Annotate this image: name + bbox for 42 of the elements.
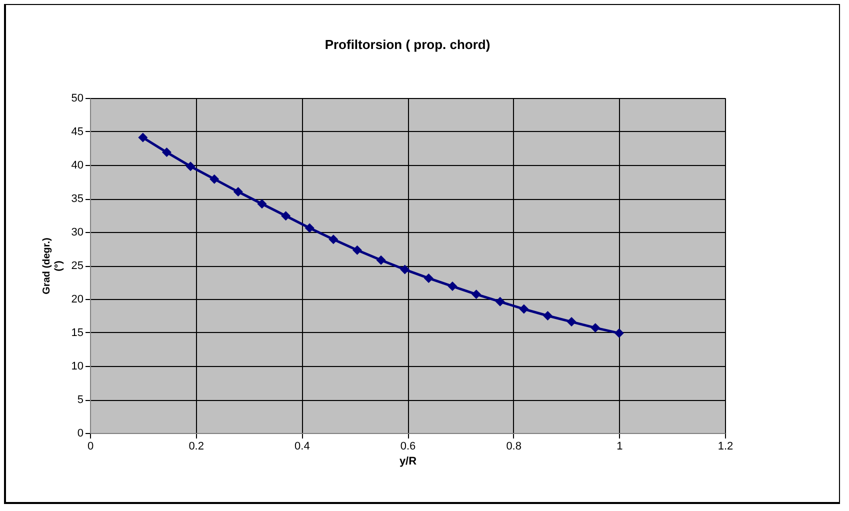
y-tick-label: 50 <box>71 92 84 104</box>
point <box>281 211 291 221</box>
point <box>495 296 505 306</box>
point <box>257 199 267 209</box>
point <box>233 187 243 197</box>
point <box>519 304 529 314</box>
point <box>614 328 624 338</box>
point <box>424 273 434 283</box>
y-tick-label: 35 <box>71 193 84 205</box>
chart-title: Profiltorsion ( prop. chord) <box>324 37 490 52</box>
point <box>186 162 196 172</box>
x-tick-label: 1.2 <box>718 440 734 452</box>
point <box>542 311 552 320</box>
point <box>590 323 600 333</box>
point <box>376 255 386 265</box>
y-tick-label: 30 <box>71 226 84 238</box>
point <box>304 223 314 233</box>
x-tick-label: 0.6 <box>400 440 416 452</box>
y-axis-title: Grad (degr.) (°) <box>41 238 64 294</box>
y-tick-label: 0 <box>77 428 84 440</box>
point <box>210 174 220 184</box>
x-tick-label: 0.8 <box>506 440 522 452</box>
x-tick-label: 0 <box>87 440 94 452</box>
point <box>138 132 148 142</box>
point <box>566 317 576 327</box>
point <box>328 234 338 244</box>
point <box>448 282 458 292</box>
point <box>352 245 362 255</box>
y-tick-label: 5 <box>77 394 84 406</box>
point <box>472 290 482 300</box>
x-tick-label: 1 <box>616 440 623 452</box>
y-tick-label: 45 <box>71 126 84 138</box>
x-axis-title: y/R <box>399 456 417 468</box>
y-tick-label: 15 <box>71 327 84 339</box>
point <box>400 264 410 274</box>
point <box>162 148 172 158</box>
x-tick-label: 0.2 <box>188 440 204 452</box>
y-tick-label: 40 <box>71 160 84 172</box>
x-tick-label: 0.4 <box>294 440 310 452</box>
y-tick-label: 10 <box>71 360 84 372</box>
y-tick-label: 20 <box>71 294 84 306</box>
y-tick-label: 25 <box>71 260 84 272</box>
